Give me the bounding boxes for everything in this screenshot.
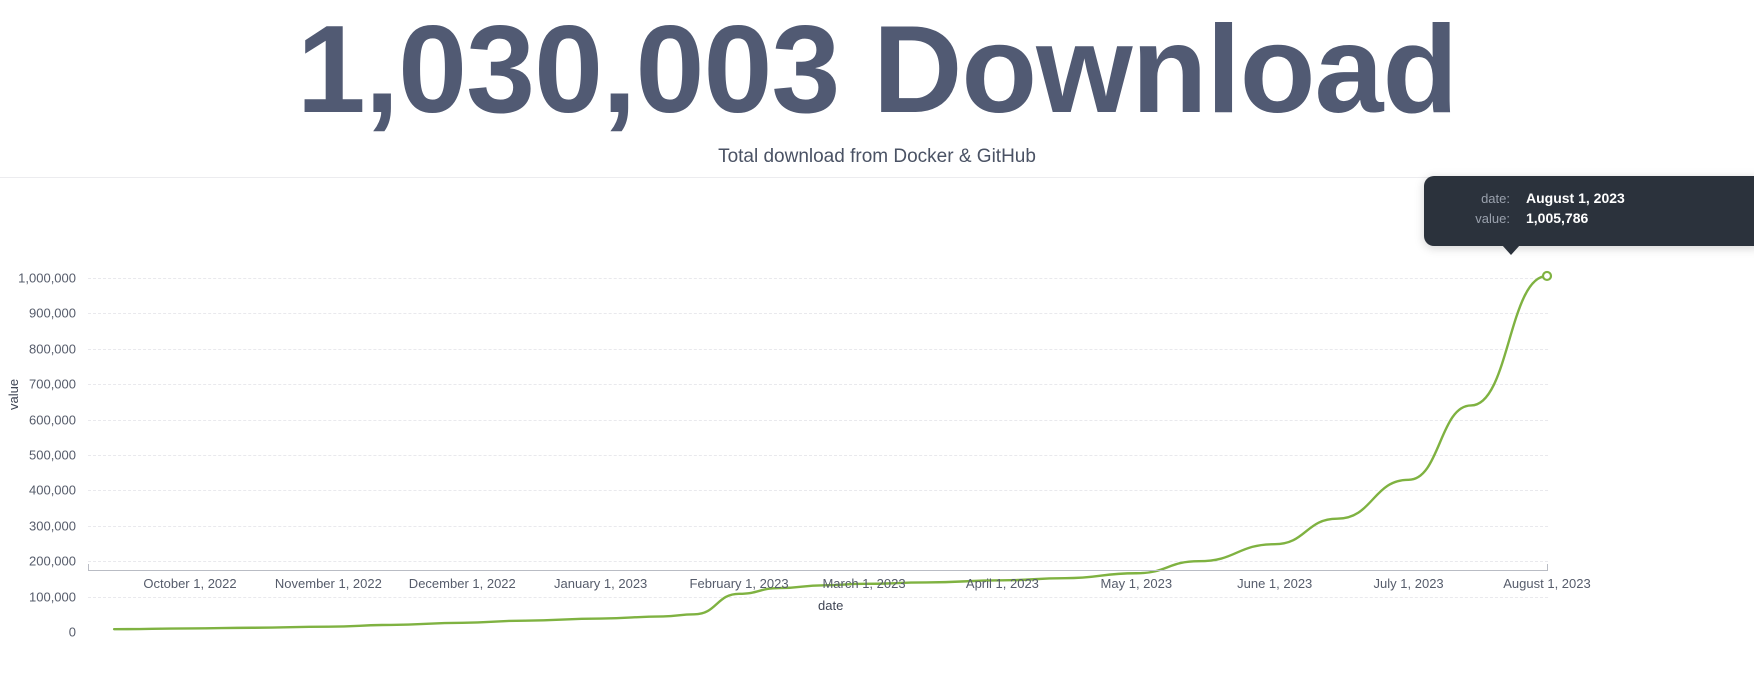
- x-axis-tick-label: March 1, 2023: [822, 576, 906, 591]
- x-axis-tick-label: December 1, 2022: [408, 576, 516, 591]
- downloads-line-chart: value 1,000,000 900,000 800,000 700,000 600,…: [0, 178, 1754, 686]
- gridline: [88, 313, 1548, 315]
- chart-tooltip: date: August 1, 2023 value: 1,005,786: [1424, 176, 1754, 255]
- tooltip-date-row: date: August 1, 2023: [1444, 190, 1744, 206]
- x-axis-tick-label: May 1, 2023: [1100, 576, 1173, 591]
- x-axis-tick-label: October 1, 2022: [143, 576, 237, 591]
- gridline: [88, 596, 1548, 598]
- x-axis-tick-label: July 1, 2023: [1373, 576, 1444, 591]
- y-axis-tick-label: 1,000,000: [18, 270, 76, 286]
- y-axis-tick-label: 100,000: [29, 589, 76, 605]
- gridline: [88, 419, 1548, 421]
- tooltip-pointer-icon: [1502, 245, 1520, 255]
- x-axis-end-cap: [1547, 564, 1548, 571]
- y-axis-tick-label: 700,000: [29, 376, 76, 392]
- plot-area: [88, 240, 1553, 686]
- gridline: [88, 561, 1548, 563]
- x-axis-tick-label: April 1, 2023: [965, 576, 1039, 591]
- highlighted-data-point[interactable]: [1541, 270, 1553, 282]
- y-axis-tick-label: 800,000: [29, 341, 76, 357]
- x-axis-tick-label: June 1, 2023: [1237, 576, 1313, 591]
- gridline: [88, 348, 1548, 350]
- series-line: [112, 274, 1549, 631]
- y-axis-tick-label: 0: [68, 624, 76, 640]
- header-divider: [0, 177, 1754, 178]
- gridline: [88, 384, 1548, 386]
- y-axis-tick-label: 200,000: [29, 553, 76, 569]
- y-axis-tick-label: 300,000: [29, 518, 76, 534]
- page-subtitle: Total download from Docker & GitHub: [718, 146, 1036, 167]
- y-axis-tick-label: 400,000: [29, 482, 76, 498]
- x-axis-tick-label: November 1, 2022: [274, 576, 382, 591]
- tooltip-value-value: 1,005,786: [1526, 210, 1589, 226]
- x-axis-title: date: [818, 598, 844, 613]
- y-axis-tick-label: 500,000: [29, 447, 76, 463]
- page-header: 1,030,003 Download Total download from D…: [0, 0, 1754, 178]
- series-path-group: [112, 270, 1553, 631]
- gridline: [88, 455, 1548, 456]
- tooltip-value-key: value:: [1475, 211, 1510, 226]
- x-axis-tick-label: August 1, 2023: [1503, 576, 1591, 591]
- page-title: 1,030,003 Download: [296, 1, 1458, 139]
- x-axis-tick-label: January 1, 2023: [554, 576, 648, 591]
- tooltip-value-row: value: 1,005,786: [1444, 210, 1744, 226]
- gridline: [88, 278, 1548, 279]
- x-axis-start-cap: [88, 564, 89, 571]
- x-axis-tick-label: February 1, 2023: [689, 576, 789, 591]
- tooltip-date-value: August 1, 2023: [1526, 190, 1625, 206]
- y-axis-tick-label: 900,000: [29, 305, 76, 321]
- gridline: [88, 525, 1548, 527]
- gridline: [88, 490, 1548, 492]
- tooltip-date-key: date:: [1481, 191, 1510, 206]
- y-axis-tick-label: 600,000: [29, 412, 76, 428]
- x-axis-line: [88, 570, 1548, 571]
